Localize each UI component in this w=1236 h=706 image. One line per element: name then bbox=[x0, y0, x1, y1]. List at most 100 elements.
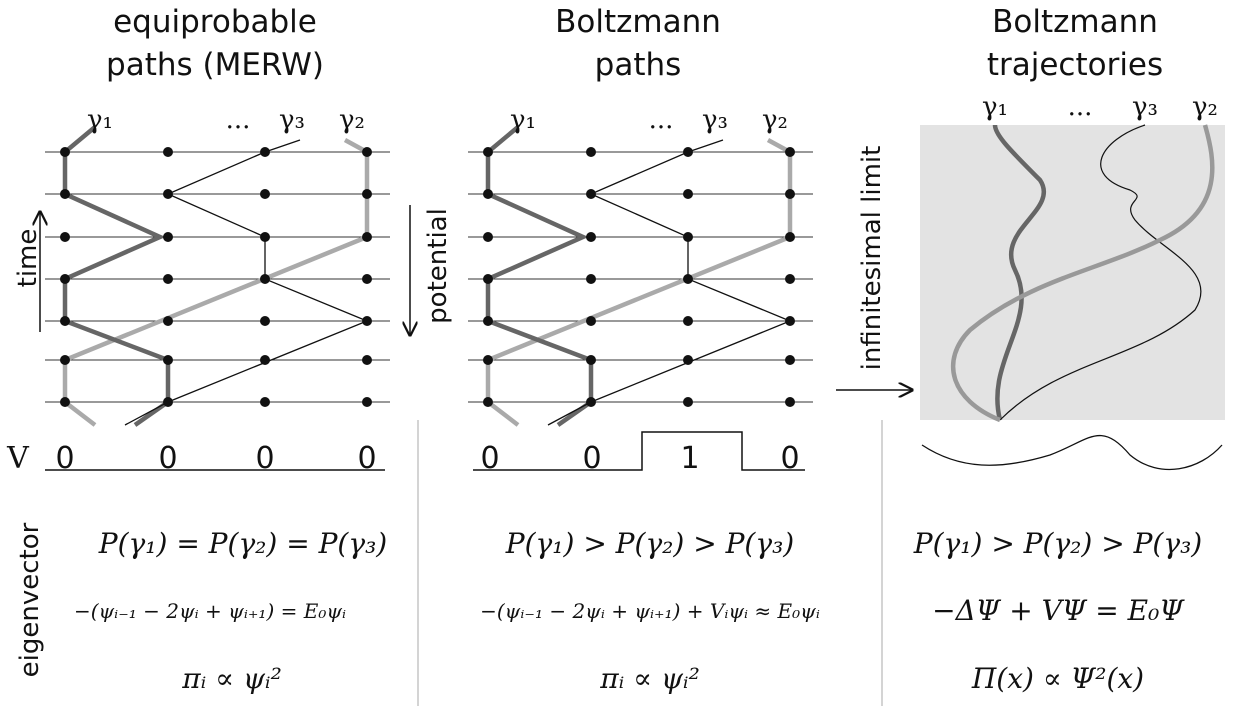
v-value: 0 bbox=[55, 441, 74, 476]
gamma-label: ... bbox=[226, 105, 251, 135]
gamma-label: γ₁ bbox=[87, 105, 113, 135]
node bbox=[785, 316, 795, 326]
trajectory bbox=[992, 124, 1047, 421]
node bbox=[362, 355, 372, 365]
v-value: 0 bbox=[255, 441, 274, 476]
path-gamma-1 bbox=[62, 125, 171, 427]
equation: πᵢ ∝ ψᵢ² bbox=[599, 662, 700, 695]
node bbox=[683, 232, 693, 242]
trajectory bbox=[951, 124, 1215, 423]
gamma-label: γ₃ bbox=[702, 105, 728, 135]
node bbox=[163, 232, 173, 242]
node bbox=[586, 316, 596, 326]
node bbox=[163, 274, 173, 284]
side-label: potential bbox=[423, 208, 453, 324]
node bbox=[483, 397, 493, 407]
node bbox=[362, 189, 372, 199]
node bbox=[785, 397, 795, 407]
node bbox=[785, 232, 795, 242]
side-label: infinitesimal limit bbox=[857, 146, 887, 371]
v-value: 0 bbox=[357, 441, 376, 476]
gamma-label: γ₂ bbox=[339, 105, 365, 135]
node bbox=[785, 147, 795, 157]
node bbox=[785, 355, 795, 365]
equation: πᵢ ∝ ψᵢ² bbox=[181, 662, 282, 695]
title: paths bbox=[595, 47, 682, 83]
node bbox=[785, 274, 795, 284]
node bbox=[260, 147, 270, 157]
node bbox=[60, 355, 70, 365]
node bbox=[586, 189, 596, 199]
node bbox=[362, 397, 372, 407]
node bbox=[785, 189, 795, 199]
node bbox=[362, 316, 372, 326]
node bbox=[163, 147, 173, 157]
gamma-label: γ₃ bbox=[1132, 92, 1158, 122]
title: Boltzmann bbox=[992, 4, 1158, 40]
node bbox=[483, 316, 493, 326]
node bbox=[483, 355, 493, 365]
node bbox=[483, 189, 493, 199]
node bbox=[163, 316, 173, 326]
node bbox=[362, 274, 372, 284]
gamma-label: ... bbox=[649, 105, 674, 135]
v-value: 0 bbox=[480, 441, 499, 476]
equation: −(ψᵢ₋₁ − 2ψᵢ + ψᵢ₊₁) = E₀ψᵢ bbox=[74, 599, 346, 623]
left-label: eigenvector bbox=[15, 522, 45, 677]
node bbox=[260, 316, 270, 326]
v-label: V bbox=[6, 441, 30, 476]
node bbox=[60, 316, 70, 326]
title: trajectories bbox=[987, 47, 1163, 83]
path-gamma-3 bbox=[124, 139, 369, 426]
node bbox=[683, 189, 693, 199]
equation: P(γ₁) > P(γ₂) > P(γ₃) bbox=[913, 527, 1202, 560]
equation: −ΔΨ + VΨ = E₀Ψ bbox=[932, 594, 1185, 627]
path-gamma-1 bbox=[485, 125, 594, 427]
gamma-label: γ₁ bbox=[510, 105, 536, 135]
node bbox=[683, 274, 693, 284]
side-label: time bbox=[13, 229, 43, 288]
node bbox=[163, 397, 173, 407]
potential-line bbox=[473, 431, 805, 471]
node bbox=[60, 397, 70, 407]
node bbox=[586, 274, 596, 284]
node bbox=[163, 355, 173, 365]
node bbox=[683, 316, 693, 326]
node bbox=[683, 397, 693, 407]
v-value: 0 bbox=[158, 441, 177, 476]
potential-curve bbox=[921, 435, 1223, 471]
node bbox=[362, 147, 372, 157]
gamma-label: γ₂ bbox=[1192, 92, 1218, 122]
node bbox=[60, 274, 70, 284]
node bbox=[260, 189, 270, 199]
gamma-label: ... bbox=[1068, 92, 1093, 122]
node bbox=[586, 397, 596, 407]
node bbox=[586, 355, 596, 365]
equation: Π(x) ∝ Ψ²(x) bbox=[971, 662, 1144, 695]
gamma-label: γ₂ bbox=[762, 105, 788, 135]
node bbox=[60, 232, 70, 242]
node bbox=[683, 355, 693, 365]
node bbox=[586, 147, 596, 157]
node bbox=[260, 232, 270, 242]
node bbox=[60, 189, 70, 199]
title: Boltzmann bbox=[555, 4, 721, 40]
node bbox=[260, 397, 270, 407]
node bbox=[483, 232, 493, 242]
node bbox=[483, 274, 493, 284]
node bbox=[586, 232, 596, 242]
node bbox=[60, 147, 70, 157]
node bbox=[260, 274, 270, 284]
gamma-label: γ₃ bbox=[279, 105, 305, 135]
equation: P(γ₁) = P(γ₂) = P(γ₃) bbox=[98, 527, 387, 560]
node bbox=[483, 147, 493, 157]
equation: −(ψᵢ₋₁ − 2ψᵢ + ψᵢ₊₁) + Vᵢψᵢ ≈ E₀ψᵢ bbox=[480, 599, 820, 623]
node bbox=[260, 355, 270, 365]
title: equiprobable bbox=[113, 4, 317, 40]
v-value: 0 bbox=[780, 441, 799, 476]
equation: P(γ₁) > P(γ₂) > P(γ₃) bbox=[505, 527, 794, 560]
v-value: 0 bbox=[582, 441, 601, 476]
v-value: 1 bbox=[680, 441, 699, 476]
gamma-label: γ₁ bbox=[982, 92, 1008, 122]
